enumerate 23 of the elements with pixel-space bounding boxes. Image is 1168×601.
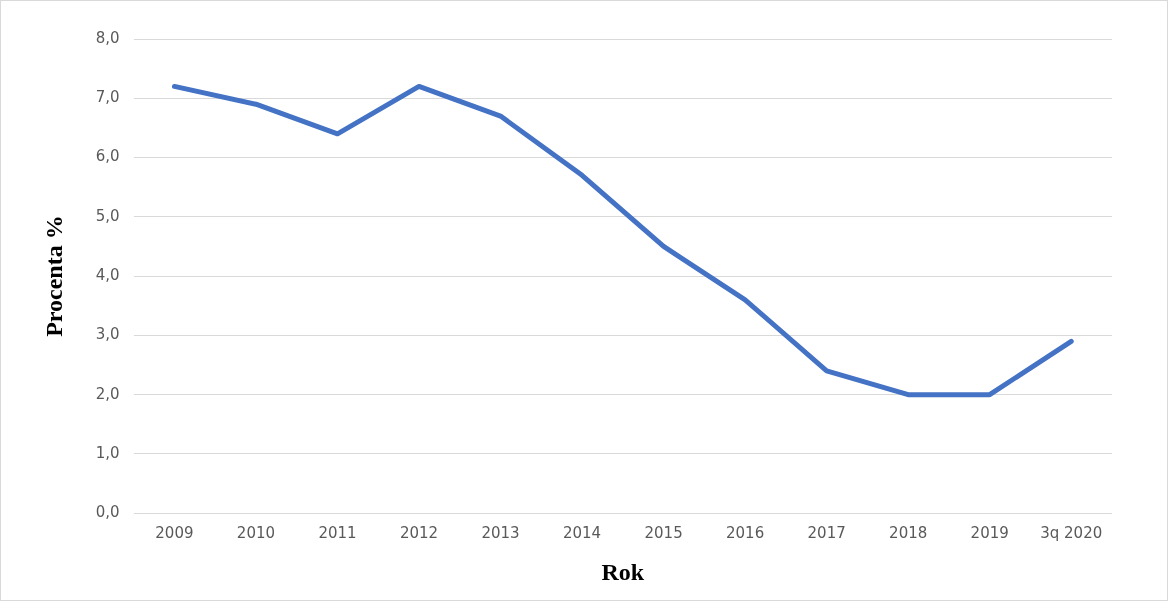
y-tick-label: 8,0 — [95, 28, 120, 47]
x-axis-title: Rok — [601, 558, 645, 585]
x-tick-label: 2013 — [481, 524, 520, 543]
x-tick-label: 2015 — [644, 524, 683, 543]
x-tick-label: 2010 — [236, 524, 276, 543]
x-tick-label: 2014 — [562, 524, 602, 543]
x-tick-label: 2009 — [155, 524, 194, 543]
x-tick-label: 2016 — [726, 524, 765, 543]
y-tick-label: 4,0 — [95, 265, 120, 284]
y-tick-label: 3,0 — [95, 325, 120, 344]
y-tick-label: 1,0 — [95, 443, 120, 462]
x-tick-label: 2019 — [970, 524, 1009, 543]
y-tick-label: 6,0 — [95, 147, 120, 166]
y-axis-title: Procenta % — [40, 215, 67, 337]
y-tick-label: 0,0 — [95, 503, 120, 522]
y-tick-label: 5,0 — [95, 206, 120, 225]
x-tick-label: 3q 2020 — [1040, 524, 1103, 543]
y-tick-label: 2,0 — [95, 384, 120, 403]
x-tick-label: 2011 — [318, 524, 357, 543]
x-tick-label: 2012 — [399, 524, 439, 543]
y-tick-label: 7,0 — [95, 88, 120, 107]
x-tick-label: 2017 — [807, 524, 846, 543]
x-tick-label: 2018 — [889, 524, 928, 543]
